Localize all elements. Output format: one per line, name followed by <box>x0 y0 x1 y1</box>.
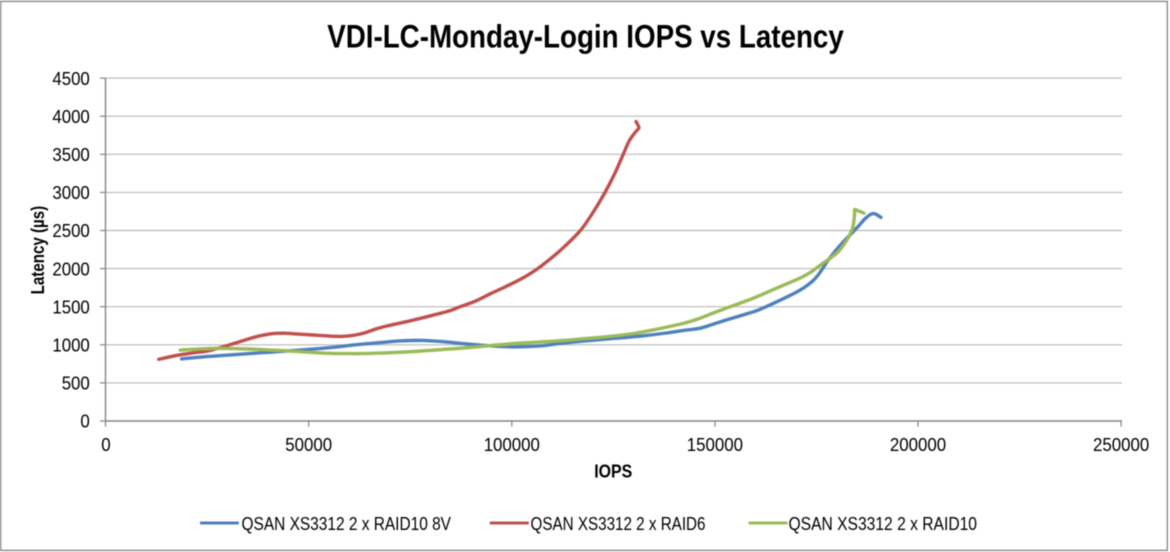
svg-text:0: 0 <box>80 411 89 432</box>
svg-text:4500: 4500 <box>52 68 89 89</box>
svg-text:2500: 2500 <box>52 220 89 241</box>
svg-text:250000: 250000 <box>1093 434 1149 455</box>
svg-text:0: 0 <box>101 434 110 455</box>
svg-text:1500: 1500 <box>52 296 89 317</box>
svg-text:3000: 3000 <box>52 182 89 203</box>
svg-text:QSAN XS3312 2 x RAID10 8V: QSAN XS3312 2 x RAID10 8V <box>242 513 452 534</box>
svg-text:2000: 2000 <box>52 258 89 279</box>
svg-text:QSAN XS3312 2 x RAID6: QSAN XS3312 2 x RAID6 <box>531 513 706 534</box>
svg-text:VDI-LC-Monday-Login IOPS vs La: VDI-LC-Monday-Login IOPS vs Latency <box>327 17 844 54</box>
svg-text:Latency (µs): Latency (µs) <box>27 206 48 295</box>
svg-text:1000: 1000 <box>52 335 89 356</box>
svg-text:4000: 4000 <box>52 106 89 127</box>
svg-text:50000: 50000 <box>285 434 332 455</box>
svg-text:500: 500 <box>62 373 90 394</box>
svg-text:IOPS: IOPS <box>594 461 632 482</box>
svg-text:QSAN XS3312 2 x RAID10: QSAN XS3312 2 x RAID10 <box>789 513 978 534</box>
svg-text:3500: 3500 <box>52 144 89 165</box>
svg-text:200000: 200000 <box>890 434 946 455</box>
svg-text:100000: 100000 <box>484 434 540 455</box>
svg-text:150000: 150000 <box>687 434 743 455</box>
